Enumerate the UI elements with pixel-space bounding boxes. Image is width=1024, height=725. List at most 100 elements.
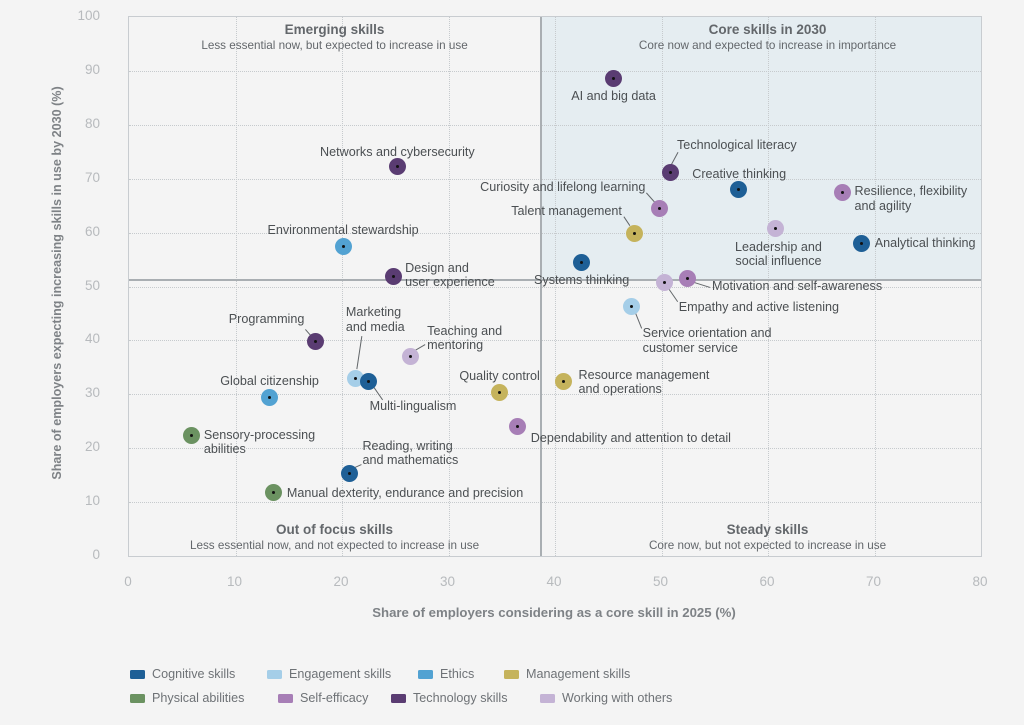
- legend-swatch-physical-abilities: [130, 693, 145, 703]
- data-label-line: Sensory-processing: [203, 427, 316, 442]
- legend-item-cognitive-skills: Cognitive skills: [130, 666, 235, 682]
- data-label-line: and mathematics: [362, 453, 459, 468]
- data-point-teaching-and-mentoring: [401, 348, 419, 366]
- data-label-line: Multi-lingualism: [369, 398, 457, 413]
- legend-item-engagement-skills: Engagement skills: [267, 666, 391, 682]
- legend-swatch-management-skills: [504, 669, 519, 679]
- data-label-line: Programming: [228, 312, 305, 327]
- y-tick-40: 40: [84, 331, 100, 347]
- data-label-line: Systems thinking: [534, 272, 630, 287]
- legend: Cognitive skills Engagement skills Ethics M…: [130, 666, 890, 714]
- data-label-line: Resilience, flexibility: [854, 184, 968, 199]
- data-label-marketing-and-media: Marketing and media: [346, 305, 405, 334]
- y-tick-0: 0: [92, 547, 100, 562]
- quadrant-title: Out of focus skills: [276, 522, 394, 537]
- legend-item-physical-abilities: Physical abilities: [130, 690, 244, 706]
- gridline-y-10: [129, 502, 981, 504]
- data-label-line: Creative thinking: [692, 167, 787, 182]
- data-point-networks-and-cybersecurity: [388, 158, 406, 176]
- quadrant-label-steady-skills: Steady skills Core now, but not expected …: [649, 522, 886, 552]
- data-point-sensory-processing-abilities: [183, 427, 201, 445]
- legend-label: Working with others: [562, 691, 673, 705]
- x-tick-40: 40: [546, 574, 562, 589]
- gridline-y-90: [129, 70, 981, 72]
- data-point-global-citizenship: [261, 389, 279, 407]
- legend-item-technology-skills: Technology skills: [391, 690, 508, 706]
- data-point-resilience-flexibility-and-agility: [834, 183, 852, 201]
- quadrant-subtitle: Less essential now, and not expected to …: [189, 539, 480, 552]
- data-label-line: Networks and cybersecurity: [320, 144, 475, 159]
- data-label-line: Talent management: [511, 203, 622, 218]
- quadrant-divider-vertical: [540, 17, 542, 556]
- data-label-line: and media: [345, 319, 405, 334]
- legend-swatch-ethics: [418, 669, 433, 679]
- data-point-analytical-thinking: [853, 234, 871, 252]
- data-label-talent-management: Talent management: [511, 204, 622, 219]
- data-point-programming: [306, 332, 324, 350]
- data-label-line: Service orientation and: [642, 326, 772, 341]
- data-label-sensory-processing-abilities: Sensory-processing abilities: [204, 428, 315, 457]
- data-label-line: AI and big data: [571, 89, 656, 104]
- legend-label: Technology skills: [413, 691, 508, 705]
- x-tick-30: 30: [439, 574, 456, 589]
- legend-label: Engagement skills: [289, 667, 392, 681]
- data-point-empathy-and-active-listening: [656, 274, 674, 292]
- quadrant-title: Core skills in 2030: [708, 22, 827, 37]
- data-label-analytical-thinking: Analytical thinking: [875, 236, 976, 251]
- y-tick-50: 50: [84, 277, 100, 293]
- legend-label: Physical abilities: [152, 691, 245, 705]
- data-label-line: customer service: [642, 341, 738, 356]
- data-point-systems-thinking: [573, 254, 591, 272]
- data-label-line: and agility: [854, 198, 912, 213]
- gridline-y-50: [129, 286, 981, 288]
- data-label-line: Leadership and: [735, 239, 822, 254]
- gridline-y-20: [129, 448, 981, 450]
- x-tick-20: 20: [333, 574, 349, 589]
- data-label-line: Reading, writing: [362, 438, 453, 453]
- gridline-y-70: [129, 178, 981, 180]
- data-point-service-orientation-and-customer-service: [623, 297, 641, 315]
- x-axis-title: Share of employers considering as a core…: [372, 605, 736, 620]
- data-point-creative-thinking: [729, 180, 747, 198]
- data-label-motivation-and-self-awareness: Motivation and self-awareness: [712, 279, 882, 294]
- y-tick-60: 60: [84, 223, 100, 239]
- gridline-y-80: [129, 124, 981, 126]
- data-label-line: Environmental stewardship: [267, 223, 419, 238]
- data-label-resource-management-and-operations: Resource management and operations: [579, 368, 710, 397]
- data-label-line: Empathy and active listening: [678, 299, 839, 314]
- core-skills-2030-quadrant-shade: [540, 17, 981, 280]
- data-label-line: Global citizenship: [220, 373, 319, 388]
- legend-label: Management skills: [526, 667, 631, 681]
- data-label-creative-thinking: Creative thinking: [692, 167, 786, 182]
- quadrant-label-out-of-focus-skills: Out of focus skills Less essential now, a…: [190, 522, 479, 552]
- data-label-programming: Programming: [229, 312, 305, 327]
- data-point-curiosity-and-lifelong-learning: [650, 200, 668, 218]
- data-label-manual-dexterity-endurance-and-precision: Manual dexterity, endurance and precisio…: [287, 486, 523, 501]
- legend-label: Self-efficacy: [300, 691, 369, 705]
- data-label-line: Technological literacy: [677, 138, 797, 153]
- quadrant-divider-horizontal: [129, 279, 981, 281]
- data-label-quality-control: Quality control: [459, 369, 540, 384]
- data-point-technological-literacy: [661, 163, 679, 181]
- y-tick-20: 20: [84, 439, 100, 455]
- legend-swatch-self-efficacy: [278, 693, 293, 703]
- x-tick-50: 50: [652, 574, 669, 589]
- data-label-line: Design and: [405, 260, 469, 275]
- x-tick-10: 10: [226, 574, 243, 589]
- data-label-line: mentoring: [427, 338, 484, 353]
- connector-empathy-and-active-listening: [668, 288, 679, 303]
- quadrant-subtitle: Core now, but not expected to increase i…: [648, 539, 887, 552]
- data-label-line: Motivation and self-awareness: [712, 279, 883, 294]
- data-label-networks-and-cybersecurity: Networks and cybersecurity: [320, 145, 475, 160]
- data-label-line: Curiosity and lifelong learning: [480, 179, 646, 194]
- data-point-manual-dexterity-endurance-and-precision: [265, 484, 283, 502]
- data-point-motivation-and-self-awareness: [678, 269, 696, 287]
- connector-service-orientation-and-customer-service: [635, 313, 643, 329]
- legend-swatch-working-with-others: [540, 693, 555, 703]
- y-tick-30: 30: [84, 385, 100, 401]
- x-tick-70: 70: [865, 574, 882, 589]
- data-label-environmental-stewardship: Environmental stewardship: [267, 223, 418, 238]
- data-point-ai-and-big-data: [605, 69, 623, 87]
- quadrant-title: Steady skills: [726, 522, 809, 537]
